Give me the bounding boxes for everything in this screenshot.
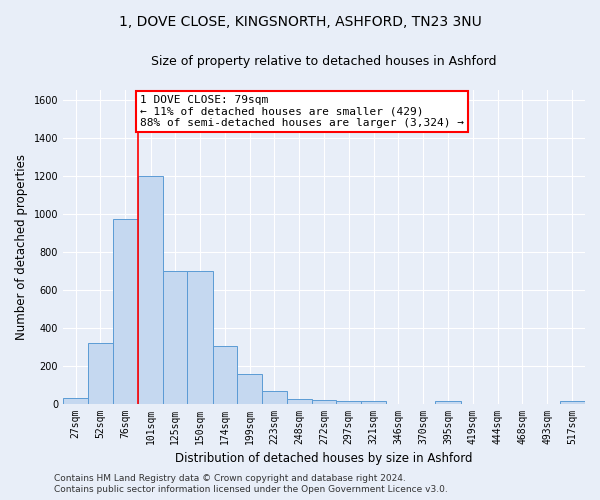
Bar	[435, 402, 461, 404]
Bar	[237, 374, 262, 404]
Text: Contains HM Land Registry data © Crown copyright and database right 2024.
Contai: Contains HM Land Registry data © Crown c…	[54, 474, 448, 494]
Bar	[361, 402, 386, 404]
Text: 1, DOVE CLOSE, KINGSNORTH, ASHFORD, TN23 3NU: 1, DOVE CLOSE, KINGSNORTH, ASHFORD, TN23…	[119, 15, 481, 29]
Bar	[138, 176, 163, 404]
Bar	[63, 398, 88, 404]
Bar	[262, 391, 287, 404]
Bar	[163, 270, 187, 404]
X-axis label: Distribution of detached houses by size in Ashford: Distribution of detached houses by size …	[175, 452, 473, 465]
Title: Size of property relative to detached houses in Ashford: Size of property relative to detached ho…	[151, 55, 497, 68]
Y-axis label: Number of detached properties: Number of detached properties	[15, 154, 28, 340]
Bar	[287, 399, 312, 404]
Bar	[88, 342, 113, 404]
Bar	[336, 402, 361, 404]
Bar	[187, 270, 213, 404]
Bar	[560, 402, 585, 404]
Bar	[213, 346, 237, 404]
Text: 1 DOVE CLOSE: 79sqm
← 11% of detached houses are smaller (429)
88% of semi-detac: 1 DOVE CLOSE: 79sqm ← 11% of detached ho…	[140, 94, 464, 128]
Bar	[312, 400, 336, 404]
Bar	[113, 219, 138, 404]
